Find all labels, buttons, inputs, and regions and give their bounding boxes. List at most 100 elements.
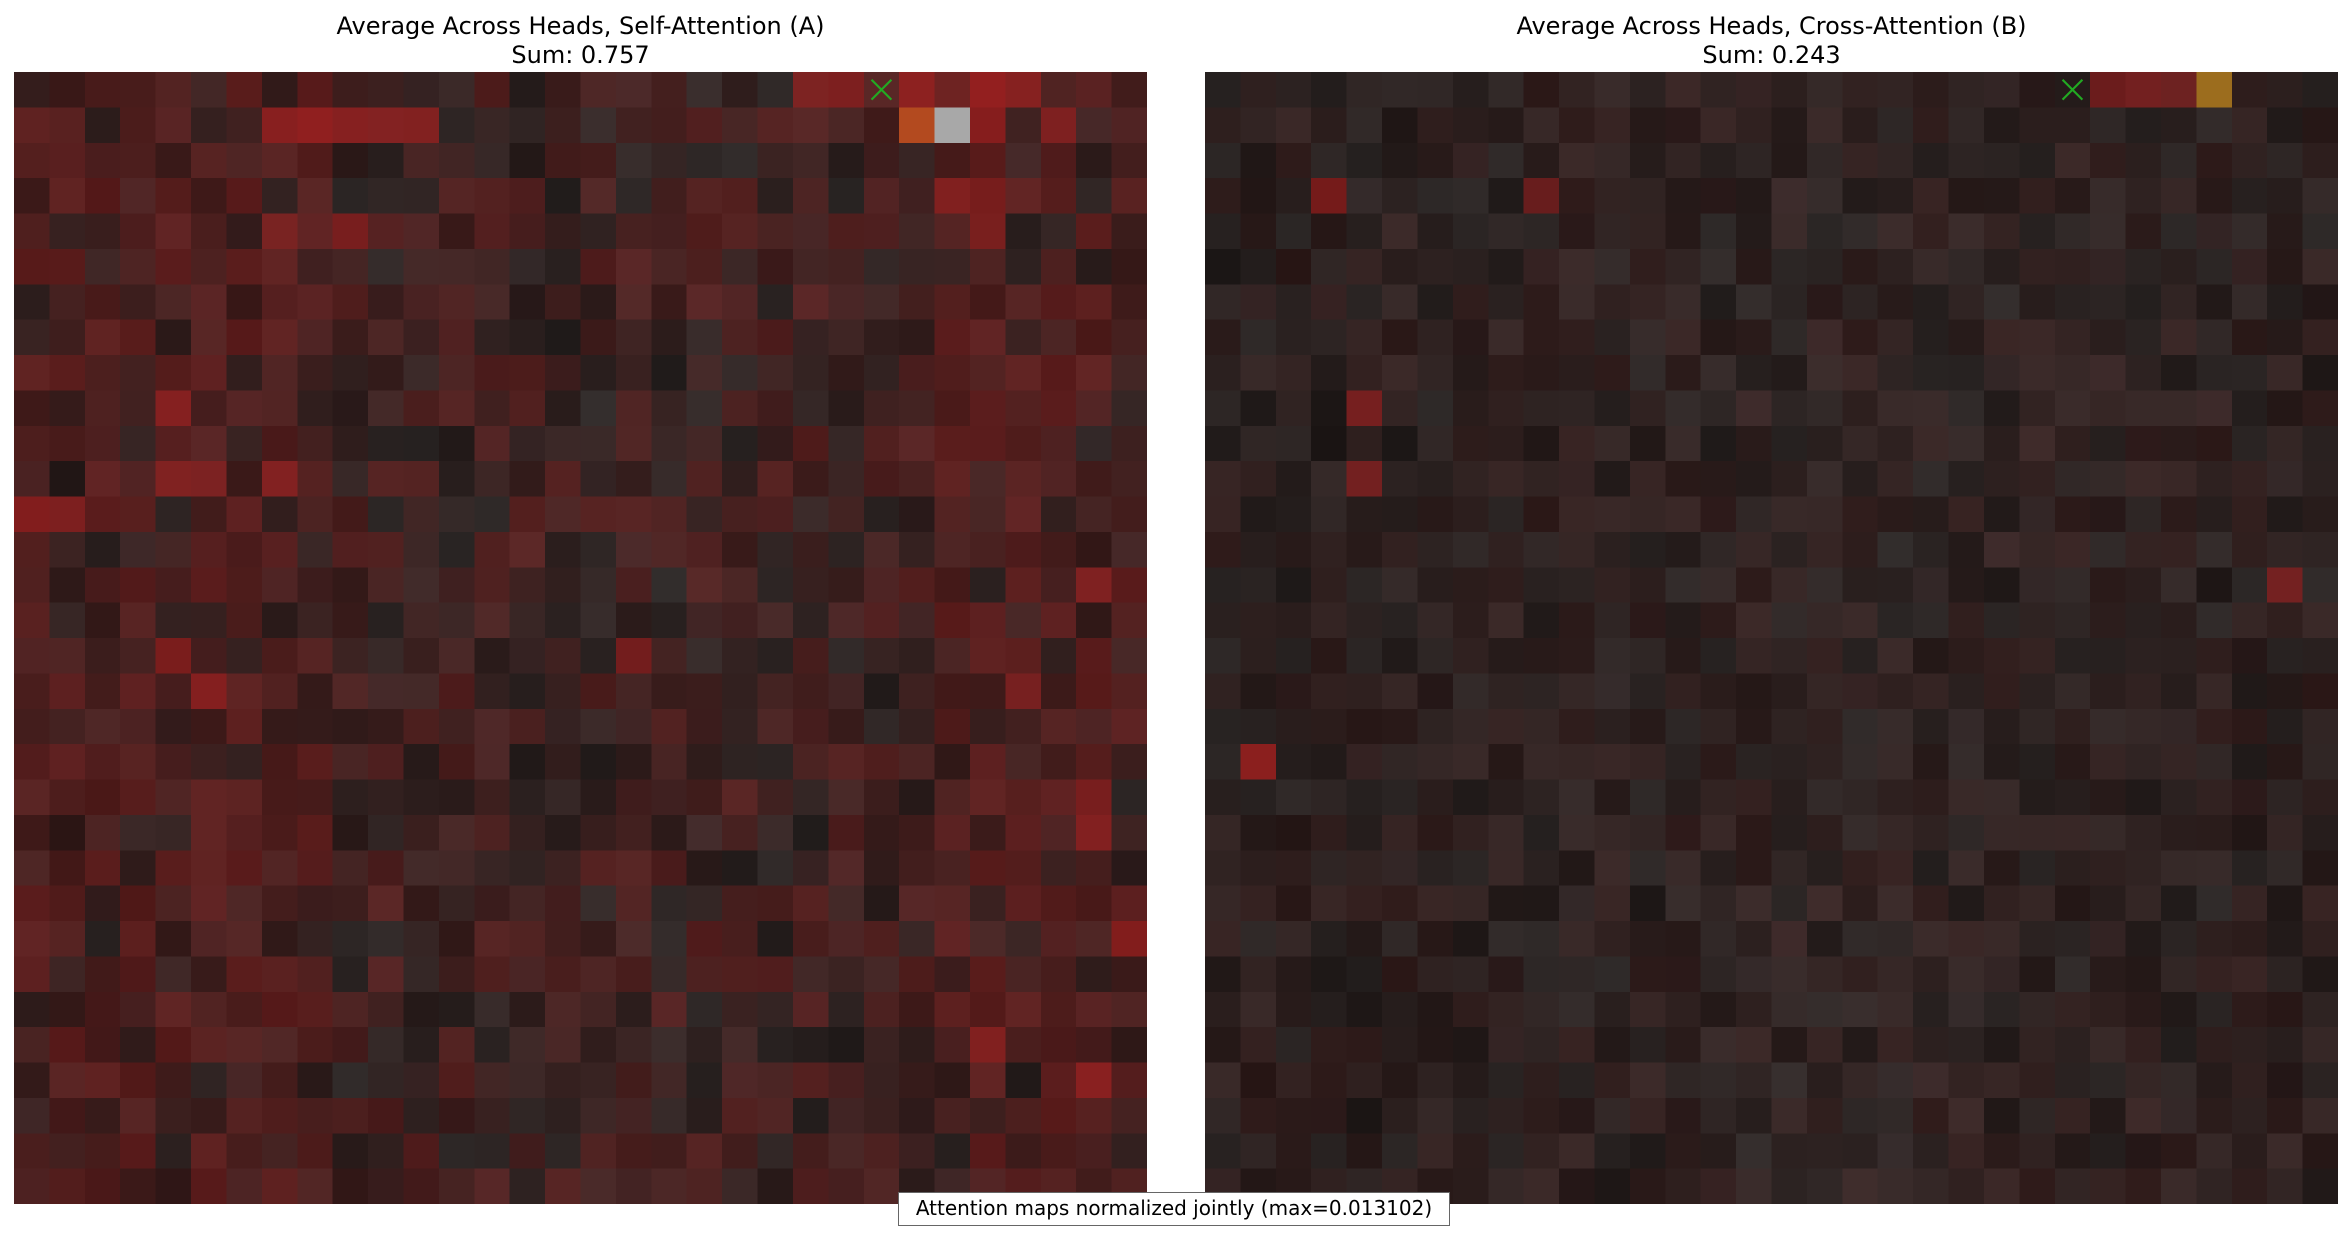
heatmap-cell xyxy=(1040,567,1077,604)
heatmap-cell xyxy=(1205,107,1242,144)
heatmap-cell xyxy=(332,956,369,993)
heatmap-cell xyxy=(403,885,440,922)
heatmap-cell xyxy=(1806,390,1844,427)
heatmap-cell xyxy=(509,319,546,356)
heatmap-cell xyxy=(1275,107,1312,144)
heatmap-cell xyxy=(1736,779,1773,816)
heatmap-cell xyxy=(722,496,759,533)
heatmap-cell xyxy=(1771,355,1808,392)
heatmap-cell xyxy=(828,1062,865,1099)
heatmap-cell xyxy=(120,1062,157,1099)
heatmap-cell xyxy=(1700,885,1737,922)
heatmap-cell xyxy=(474,744,511,781)
heatmap-cell xyxy=(226,355,263,392)
heatmap-cell xyxy=(368,425,405,462)
heatmap-cell xyxy=(403,72,440,109)
heatmap-cell xyxy=(686,178,723,215)
heatmap-cell xyxy=(1806,1133,1844,1170)
heatmap-cell xyxy=(2267,178,2304,215)
heatmap-cell xyxy=(261,673,298,710)
heatmap-cell xyxy=(1040,425,1077,462)
heatmap-cell xyxy=(2231,213,2268,250)
heatmap-cell xyxy=(1983,390,2021,427)
heatmap-cell xyxy=(368,921,405,958)
heatmap-cell xyxy=(1382,921,1419,958)
heatmap-cell xyxy=(84,390,121,427)
heatmap-cell xyxy=(2267,991,2304,1028)
heatmap-cell xyxy=(899,461,936,498)
heatmap-cell xyxy=(1594,921,1631,958)
heatmap-cell xyxy=(1040,142,1077,179)
heatmap-cell xyxy=(474,319,511,356)
heatmap-cell xyxy=(2090,178,2127,215)
heatmap-cell xyxy=(757,744,794,781)
heatmap-cell xyxy=(792,425,830,462)
heatmap-cell xyxy=(2231,284,2268,321)
heatmap-cell xyxy=(14,744,51,781)
heatmap-cell xyxy=(332,355,369,392)
heatmap-cell xyxy=(49,390,86,427)
heatmap-cell xyxy=(1736,921,1773,958)
heatmap-cell xyxy=(1275,956,1312,993)
heatmap-cell xyxy=(155,72,192,109)
heatmap-cell xyxy=(1005,496,1042,533)
heatmap-cell xyxy=(1275,567,1312,604)
heatmap-cell xyxy=(1629,1027,1666,1064)
heatmap-cell xyxy=(226,956,263,993)
heatmap-cell xyxy=(651,390,688,427)
heatmap-cell xyxy=(651,921,688,958)
heatmap-cell xyxy=(2090,567,2127,604)
heatmap-cell xyxy=(1076,956,1113,993)
heatmap-cell xyxy=(1736,355,1773,392)
heatmap-cell xyxy=(1700,673,1737,710)
heatmap-cell xyxy=(2019,461,2056,498)
heatmap-cell xyxy=(757,638,794,675)
heatmap-cell xyxy=(297,779,334,816)
heatmap-cell xyxy=(1523,248,1560,285)
heatmap-cell xyxy=(1076,248,1113,285)
heatmap-cell xyxy=(1417,673,1454,710)
heatmap-cell xyxy=(2125,461,2162,498)
heatmap-cell xyxy=(828,107,865,144)
heatmap-cell xyxy=(1523,319,1560,356)
heatmap-cell xyxy=(49,1168,86,1204)
heatmap-cell xyxy=(1913,814,1950,851)
heatmap-cell xyxy=(120,708,157,745)
heatmap-cell xyxy=(2054,779,2091,816)
heatmap-cell xyxy=(1311,1097,1348,1134)
heatmap-cell xyxy=(1806,248,1844,285)
heatmap-cell xyxy=(1488,814,1525,851)
heatmap-cell xyxy=(2090,1062,2127,1099)
heatmap-cell xyxy=(49,284,86,321)
heatmap-cell xyxy=(1076,284,1113,321)
heatmap-cell xyxy=(1240,496,1277,533)
heatmap-cell xyxy=(1629,284,1666,321)
heatmap-cell xyxy=(120,673,157,710)
heatmap-cell xyxy=(1111,390,1147,427)
heatmap-cell xyxy=(1877,1062,1914,1099)
heatmap-cell xyxy=(1559,1133,1596,1170)
heatmap-cell xyxy=(828,248,865,285)
heatmap-cell xyxy=(297,1062,334,1099)
heatmap-cell xyxy=(2196,708,2233,745)
heatmap-cell xyxy=(899,885,936,922)
heatmap-cell xyxy=(1040,638,1077,675)
heatmap-cell xyxy=(1983,779,2021,816)
heatmap-cell xyxy=(1311,744,1348,781)
heatmap-cell xyxy=(1665,673,1702,710)
heatmap-cell xyxy=(2302,496,2338,533)
heatmap-cell xyxy=(2054,1168,2091,1204)
heatmap-cell xyxy=(1205,885,1242,922)
heatmap-cell xyxy=(1665,461,1702,498)
heatmap-cell xyxy=(1842,991,1879,1028)
heatmap-cell xyxy=(332,744,369,781)
heatmap-cell xyxy=(969,850,1007,887)
heatmap-cell xyxy=(1111,885,1147,922)
heatmap-cell xyxy=(297,814,334,851)
heatmap-cell xyxy=(2267,1027,2304,1064)
heatmap-cell xyxy=(1594,142,1631,179)
heatmap-cell xyxy=(368,1133,405,1170)
heatmap-cell xyxy=(1665,708,1702,745)
heatmap-cell xyxy=(1736,673,1773,710)
heatmap-cell xyxy=(120,638,157,675)
